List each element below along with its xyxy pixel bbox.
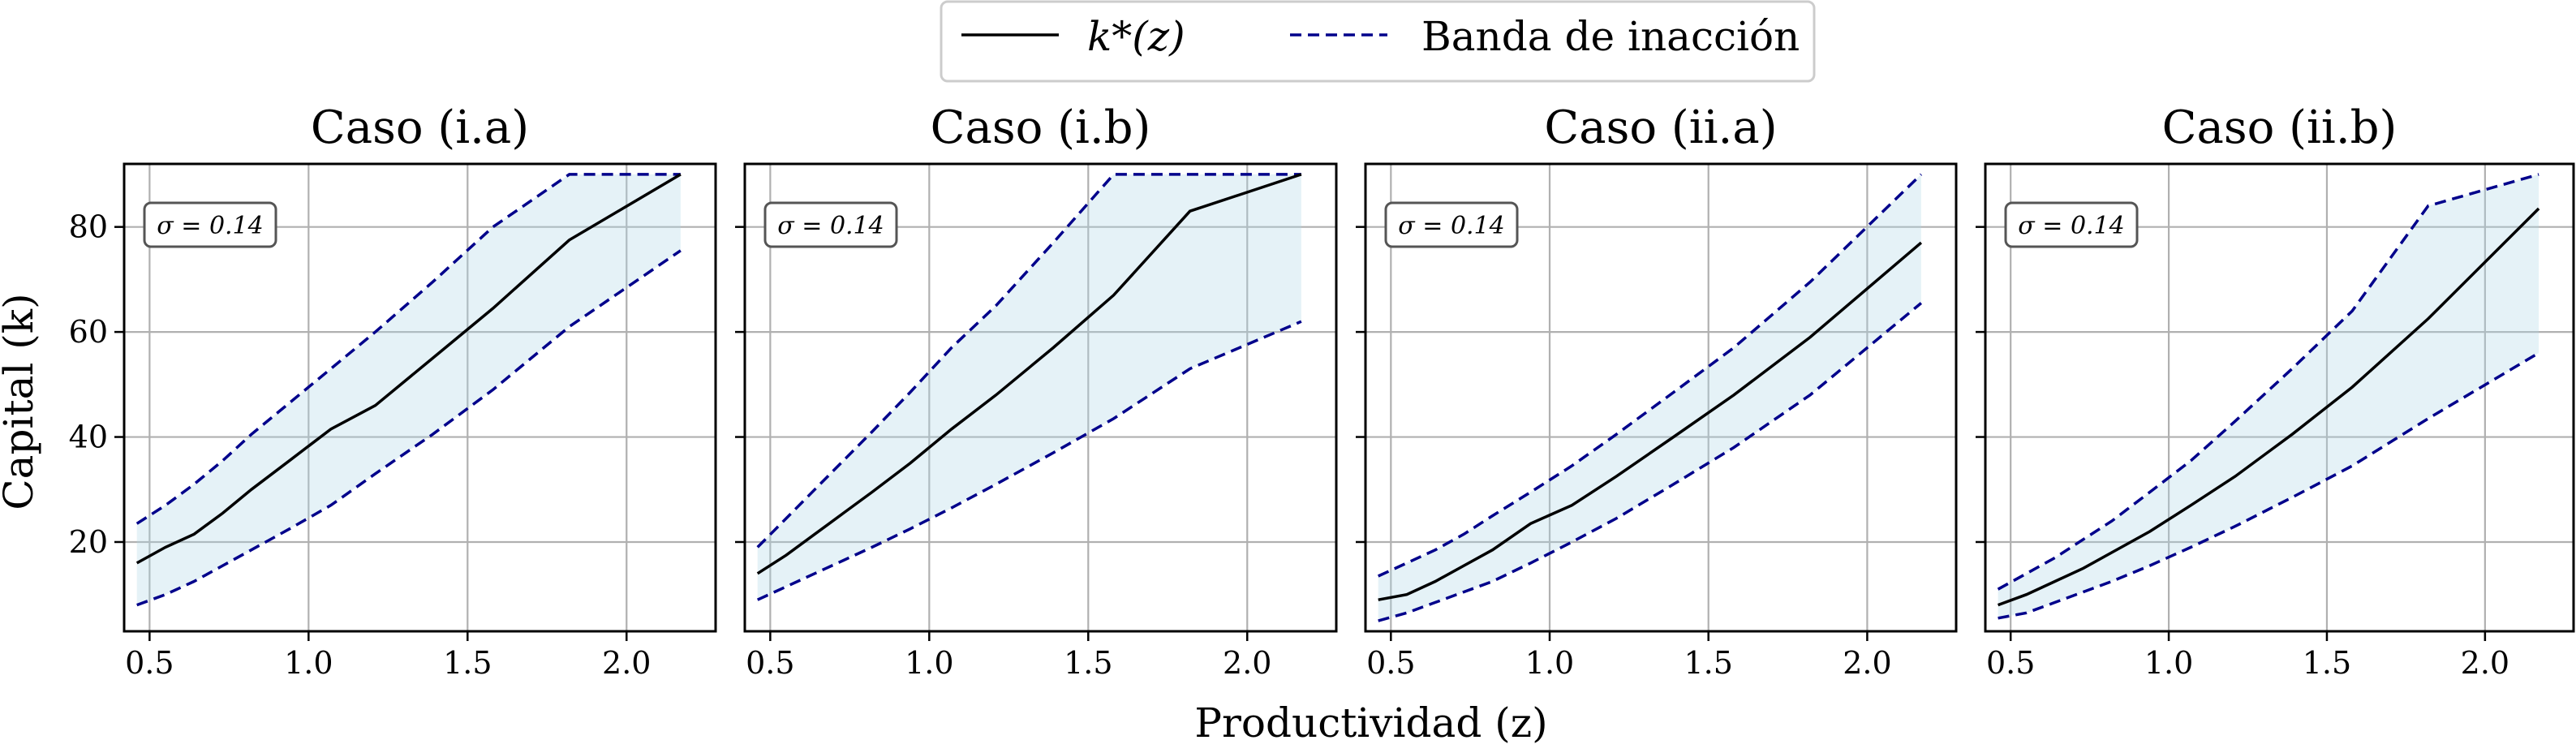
band-lower-line xyxy=(136,249,682,607)
sigma-annotation-box xyxy=(1384,201,1519,248)
sigma-annotation: σ = 0.14 xyxy=(2018,212,2124,240)
x-tick-label-3: 2.0 xyxy=(1223,645,1271,681)
x-tick-label-0: 0.5 xyxy=(1366,645,1415,681)
kstar-line xyxy=(135,173,682,565)
x-tick-label-0: 0.5 xyxy=(1986,645,2035,681)
kstar-line xyxy=(1378,241,1923,601)
y-tick-label-0: 20 xyxy=(69,524,108,560)
inaction-band-fill xyxy=(136,174,681,605)
legend-label-kstar: k*(z) xyxy=(1087,13,1185,60)
x-tick-label-2: 1.5 xyxy=(1684,645,1732,681)
band-lower-line xyxy=(1378,302,1923,622)
sigma-annotation-box xyxy=(143,201,277,248)
sigma-annotation: σ = 0.14 xyxy=(777,212,884,240)
x-tick-label-1: 1.0 xyxy=(2144,645,2193,681)
plot-frame xyxy=(1364,162,1958,633)
band-lower-line xyxy=(756,320,1302,601)
legend: k*(z) Banda de inacción xyxy=(940,0,1816,83)
x-axis-label: Productividad (z) xyxy=(1194,699,1547,747)
x-tick-label-3: 2.0 xyxy=(2461,645,2509,681)
x-tick-label-2: 1.5 xyxy=(1064,645,1112,681)
x-tick-label-1: 1.0 xyxy=(1525,645,1574,681)
y-axis-label: Capital (k) xyxy=(0,293,42,510)
panel-3: 0.5 1.0 1.5 2.0 Caso (ii.a) σ = 0.14 xyxy=(1356,101,1958,681)
inaction-band-fill xyxy=(1998,174,2539,618)
plot-frame xyxy=(1984,162,2575,633)
x-tick-label-0: 0.5 xyxy=(746,645,794,681)
x-tick-label-3: 2.0 xyxy=(602,645,651,681)
band-upper-line xyxy=(1997,173,2539,591)
x-tick-label-2: 1.5 xyxy=(443,645,492,681)
inaction-band-fill xyxy=(757,174,1301,600)
kstar-line xyxy=(1997,207,2540,607)
panel-2: 0.5 1.0 1.5 2.0 Caso (i.b) σ = 0.14 xyxy=(735,101,1338,681)
band-lower-line xyxy=(1998,351,2539,620)
kstar-line xyxy=(756,173,1302,575)
x-tick-label-0: 0.5 xyxy=(125,645,174,681)
band-upper-line xyxy=(1377,173,1923,578)
y-tick-label-3: 80 xyxy=(69,209,108,245)
x-tick-label-3: 2.0 xyxy=(1843,645,1891,681)
band-upper-line xyxy=(756,173,1301,549)
panel-title: Caso (i.a) xyxy=(311,101,529,154)
x-tick-label-1: 1.0 xyxy=(284,645,333,681)
plot-frame xyxy=(743,162,1338,633)
panel-title: Caso (ii.b) xyxy=(2162,101,2398,154)
inaction-band-fill xyxy=(1378,174,1921,622)
sigma-annotation: σ = 0.14 xyxy=(157,212,263,240)
plot-frame xyxy=(123,162,717,633)
x-tick-label-2: 1.5 xyxy=(2303,645,2351,681)
y-tick-label-2: 60 xyxy=(69,314,108,350)
band-upper-line xyxy=(135,173,681,525)
sigma-annotation-box xyxy=(763,201,898,248)
panel-1: 0.5 1.0 1.5 2.0 20 40 60 80 Caso (i.a) σ = 0.14 xyxy=(69,101,717,681)
legend-label-band: Banda de inacción xyxy=(1421,13,1800,60)
sigma-annotation: σ = 0.14 xyxy=(1398,212,1504,240)
panel-4: 0.5 1.0 1.5 2.0 Caso (ii.b) σ = 0.14 xyxy=(1976,101,2575,681)
panel-title: Caso (ii.a) xyxy=(1544,101,1777,154)
x-tick-label-1: 1.0 xyxy=(905,645,953,681)
legend-frame xyxy=(940,0,1816,83)
sigma-annotation-box xyxy=(2004,201,2139,248)
panel-title: Caso (i.b) xyxy=(931,101,1151,154)
y-tick-label-1: 40 xyxy=(69,420,108,455)
